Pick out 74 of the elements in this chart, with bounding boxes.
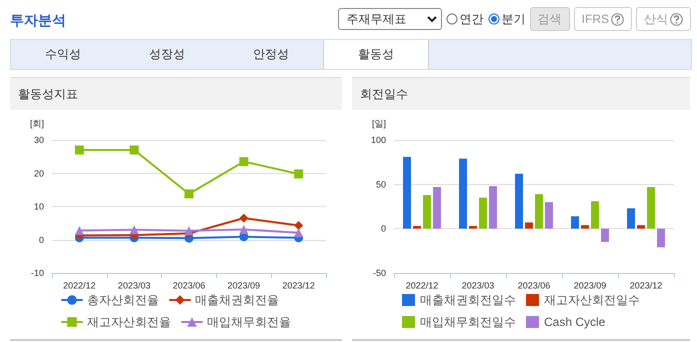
point (130, 225, 139, 234)
bar (545, 202, 553, 229)
bar (525, 222, 533, 229)
point (239, 224, 248, 234)
point (294, 228, 304, 238)
point (184, 189, 194, 198)
bar (413, 226, 421, 229)
legend-label: 매출채권회전율 (195, 293, 279, 307)
legend-label: 매입채무회전율 (207, 315, 291, 329)
legend-label: 매입채무회전일수 (420, 315, 516, 329)
y-tick-label: -50 (372, 268, 386, 278)
bar (423, 194, 431, 229)
bar (601, 228, 609, 242)
bar (469, 226, 477, 229)
text: 활동성 (323, 40, 429, 69)
legend-label: 총자산회전율 (87, 293, 159, 307)
bar (637, 225, 645, 229)
text: 주재무제표 (346, 10, 407, 28)
bar (515, 174, 523, 229)
legend-label: Cash Cycle (544, 315, 606, 329)
y-tick-label: -10 (30, 268, 44, 278)
bar (591, 201, 599, 229)
bar (627, 208, 635, 229)
y-axis-title: [회] (30, 118, 44, 128)
y-tick-label: 0 (380, 224, 386, 234)
chart-title: 회전일수 (352, 77, 690, 110)
text: 성장성 (148, 46, 186, 63)
text: 산식 (636, 7, 691, 31)
text: 수익성 (44, 46, 82, 63)
y-tick-label: 20 (34, 168, 44, 178)
bar (459, 158, 467, 229)
text: 검색 (530, 7, 570, 31)
bar (571, 216, 579, 229)
point (294, 220, 304, 230)
bar (479, 198, 487, 229)
chart-title: 활동성지표 (10, 77, 342, 110)
y-tick-label: 30 (34, 135, 44, 145)
bar (535, 194, 543, 229)
legend-label: 매출채권회전일수 (420, 293, 516, 307)
point (294, 169, 304, 178)
bar (403, 156, 411, 229)
bar (489, 186, 497, 229)
bar (657, 228, 665, 248)
bar (581, 225, 589, 229)
point (74, 145, 84, 154)
x-tick-label: 2023/03 (118, 280, 150, 290)
x-tick-label: 2023/06 (172, 280, 206, 290)
point (130, 145, 139, 154)
point (239, 157, 248, 166)
legend-label: 재고자산회전율 (87, 315, 171, 329)
x-tick-label: 2023/12 (282, 280, 315, 290)
point (74, 226, 84, 235)
text: 투자분석 (10, 12, 66, 30)
text: 분기 (502, 10, 526, 28)
x-tick-label: 2023/03 (462, 280, 494, 290)
point (184, 226, 194, 236)
x-tick-label: 2022/12 (406, 280, 438, 290)
y-tick-label: 10 (34, 202, 44, 212)
text: 연간 (460, 10, 484, 28)
y-axis-title: [일] (372, 118, 386, 128)
legend-label: 재고자산회전일수 (544, 293, 640, 307)
y-tick-label: 50 (376, 179, 386, 190)
y-tick-label: 0 (38, 234, 44, 245)
x-tick-label: 2022/12 (63, 280, 96, 290)
bar (433, 186, 441, 229)
x-tick-label: 2023/09 (228, 280, 260, 290)
bar (647, 186, 655, 229)
x-tick-label: 2023/09 (574, 280, 606, 290)
text: IFRS (574, 7, 632, 31)
point (239, 214, 248, 223)
y-tick-label: 100 (370, 135, 386, 145)
text: 안정성 (252, 46, 290, 63)
x-tick-label: 2023/12 (630, 280, 662, 290)
x-tick-label: 2023/06 (518, 280, 550, 290)
